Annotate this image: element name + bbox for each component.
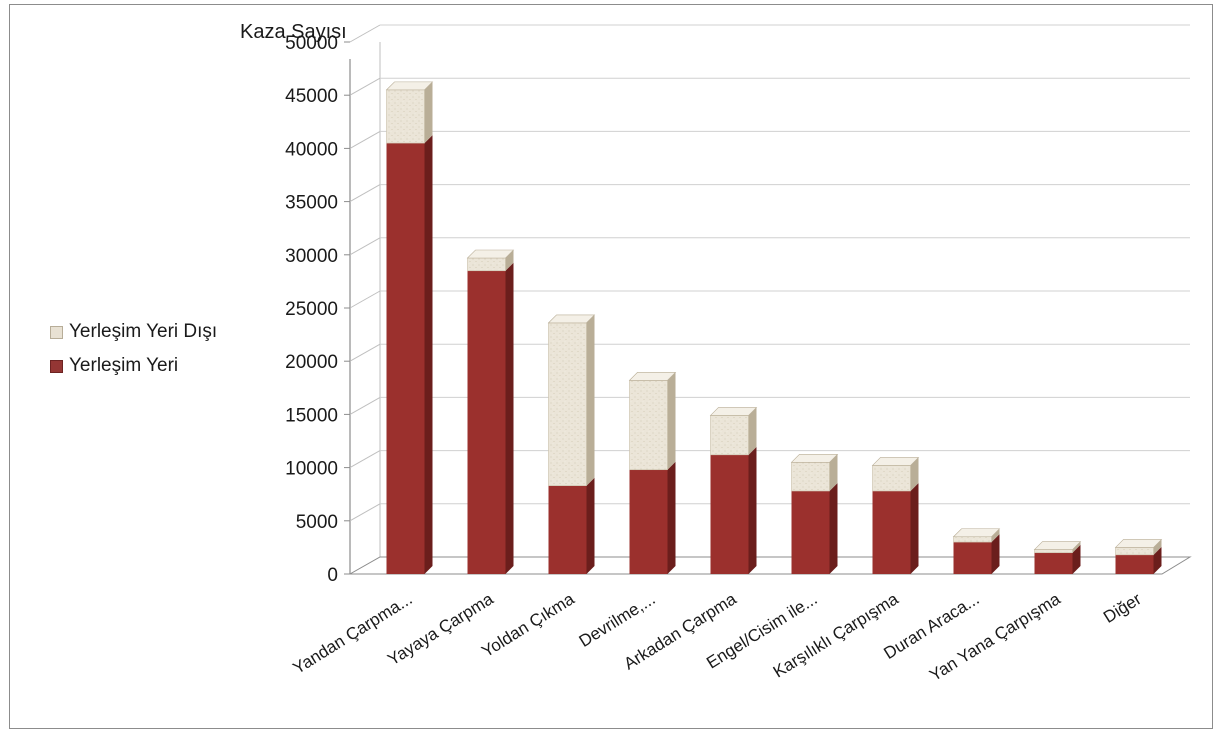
bar-segment [1115,554,1154,574]
bar-side [991,528,1000,543]
bar-segment [710,454,749,574]
bar-segment [467,257,506,272]
bar-segment [791,461,830,492]
bar-side [1153,539,1162,555]
legend-item-yerlesim-yeri-disi: Yerleşim Yeri Dışı [50,315,217,349]
bar-segment [629,380,668,471]
bar-side [1072,541,1081,553]
bar-side [424,135,433,574]
bar-top [871,457,920,466]
bar-side [748,407,757,455]
bar-top [709,407,758,416]
y-tick-label: 35000 [285,193,338,214]
bar-side [910,457,919,492]
bar-segment [467,270,506,574]
bar-segment [1034,552,1073,574]
bar-side [667,461,676,574]
bar-stack [385,81,434,574]
y-tick-label: 10000 [285,459,338,480]
bar-stack [1033,541,1082,574]
bar-side [829,483,838,574]
bar-stack [1114,539,1163,574]
bar-segment [872,465,911,492]
bar-stack [952,528,1001,574]
bar-side [910,483,919,574]
bar-segment [1115,547,1154,556]
bar-stack [709,407,758,574]
y-tick-labels: 0 5000 10000 15000 20000 25000 30000 35000 40000… [285,33,338,586]
y-tick-label: 0 [327,565,338,586]
bar-side [586,314,595,486]
legend-label-outside: Yerleşim Yeri Dışı [69,321,218,342]
x-category-label: Yoldan Çıkma [478,589,578,661]
y-tick-label: 20000 [285,352,338,373]
x-category-label: Diğer [1100,589,1145,627]
bar-side [505,262,514,574]
bar-stack [871,457,920,574]
x-category-label: Yan Yana Çarpışma [926,589,1064,685]
legend-label-inside: Yerleşim Yeri [69,355,179,376]
legend-item-yerlesim-yeri: Yerleşim Yeri [50,349,217,383]
y-tick-label: 40000 [285,139,338,160]
bar-top [385,81,434,91]
bar-side [424,81,433,144]
legend-swatch-beige [50,325,63,339]
bar-stack [547,314,596,574]
chart-frame: Kaza Sayısı 0 5000 10000 15000 20000 25000 300… [9,4,1213,729]
y-tick-label: 45000 [285,86,338,107]
y-tick-label: 25000 [285,299,338,320]
bar-segment [953,542,992,574]
bar-segment [629,469,668,574]
bar-segment [1034,549,1073,554]
bar-stack [790,453,839,574]
bar-side [991,534,1000,574]
bar-side [586,477,595,574]
y-tick-label: 30000 [285,246,338,267]
bar-top [628,372,677,381]
bar-side [748,446,757,574]
bar-top [1033,541,1082,550]
bar-top [547,314,596,324]
bar-segment [386,143,425,574]
bar-segment [953,536,992,543]
bar-segment [548,485,587,574]
bar-stack [466,249,515,574]
bar-top [952,528,1001,538]
stacked-bar-chart: Kaza Sayısı 0 5000 10000 15000 20000 25000 300… [240,21,1192,685]
bar-side [829,454,838,492]
bar-top [466,249,515,259]
legend-swatch-red [50,359,63,373]
bar-side [667,372,676,470]
bar-segment [791,491,830,574]
bar-stack [628,372,677,574]
bar-side [1153,546,1162,574]
y-tick-label: 50000 [285,33,338,54]
bar-segment [872,491,911,574]
y-axis-title: Kaza Sayısı [240,21,347,43]
bar-side [505,249,514,271]
bar-top [790,453,839,463]
bar-segment [710,415,749,456]
y-tick-label: 5000 [296,512,338,533]
bar-top [1114,539,1163,548]
bar-side [1072,544,1081,574]
y-tick-label: 15000 [285,405,338,426]
legend: Yerleşim Yeri Dışı Yerleşim Yeri [50,315,217,383]
bars [385,81,1163,574]
bar-segment [548,322,587,486]
bar-segment [386,89,425,144]
